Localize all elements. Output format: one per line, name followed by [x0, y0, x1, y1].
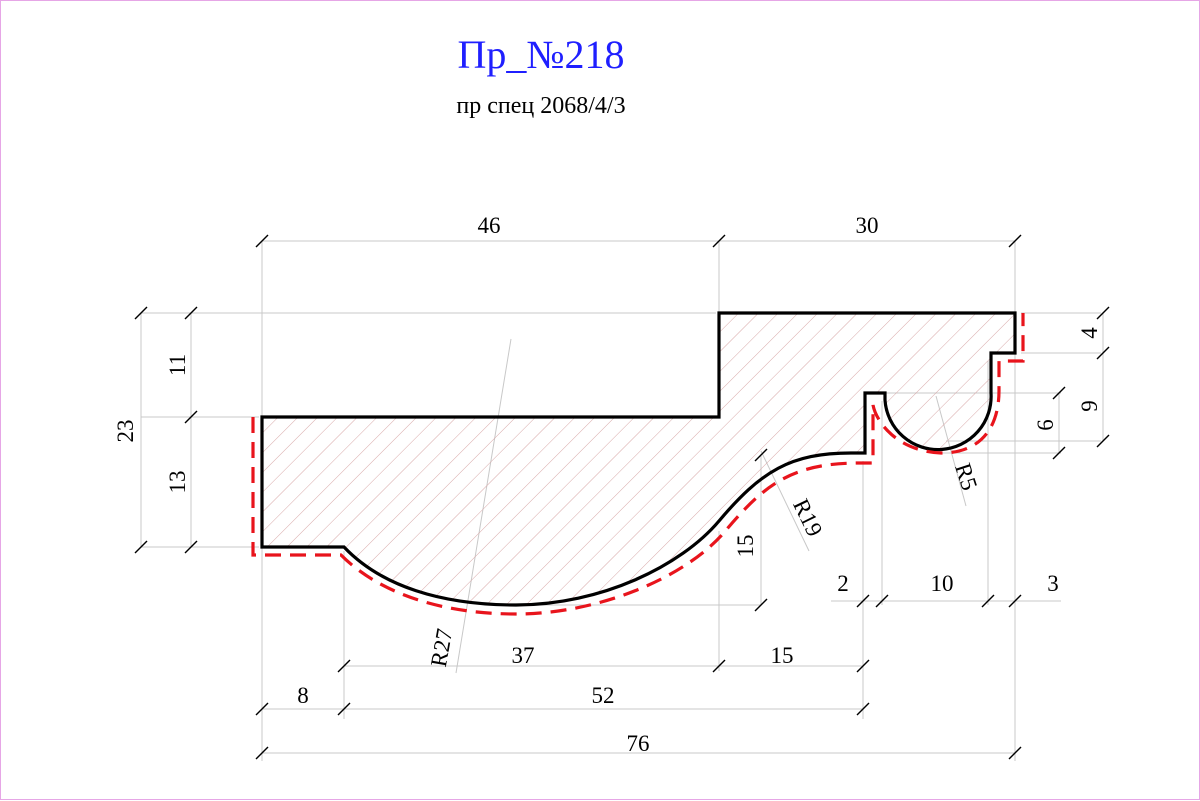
dimension-ticks [134, 234, 1110, 760]
drawing-title: Пр_№218 [457, 32, 625, 77]
profile-outline [260, 311, 1017, 607]
dim-cove-radius: R19 [788, 495, 827, 540]
dim-arc-radius: R27 [426, 627, 457, 669]
dim-lower-step: 13 [165, 471, 190, 494]
dim-cove-width: 15 [771, 643, 794, 668]
drawing-subtitle: пр спец 2068/4/3 [456, 93, 626, 119]
dim-cove-height: 15 [733, 535, 758, 558]
dim-top-left: 46 [478, 213, 501, 238]
offset-line [251, 313, 1025, 616]
dim-lip: 2 [837, 571, 849, 596]
dim-right-end: 3 [1047, 571, 1059, 596]
dim-body-width: 52 [592, 683, 615, 708]
dim-total-height: 23 [113, 420, 138, 443]
dim-overall: 76 [627, 731, 650, 756]
dimension-lines [140, 240, 1104, 754]
dim-right-depth: 9 [1077, 400, 1102, 412]
dim-top-right: 30 [856, 213, 879, 238]
dim-upper-step: 11 [165, 354, 190, 376]
dim-left-flat: 8 [297, 683, 309, 708]
dim-bead-width: 10 [931, 571, 954, 596]
dimension-labels: 46 30 23 11 13 4 9 6 R5 R19 15 2 10 3 R2… [113, 213, 1102, 756]
dim-bead-depth: 6 [1033, 419, 1058, 431]
dim-right-top: 4 [1077, 327, 1102, 339]
dim-arc-width: 37 [512, 643, 535, 668]
